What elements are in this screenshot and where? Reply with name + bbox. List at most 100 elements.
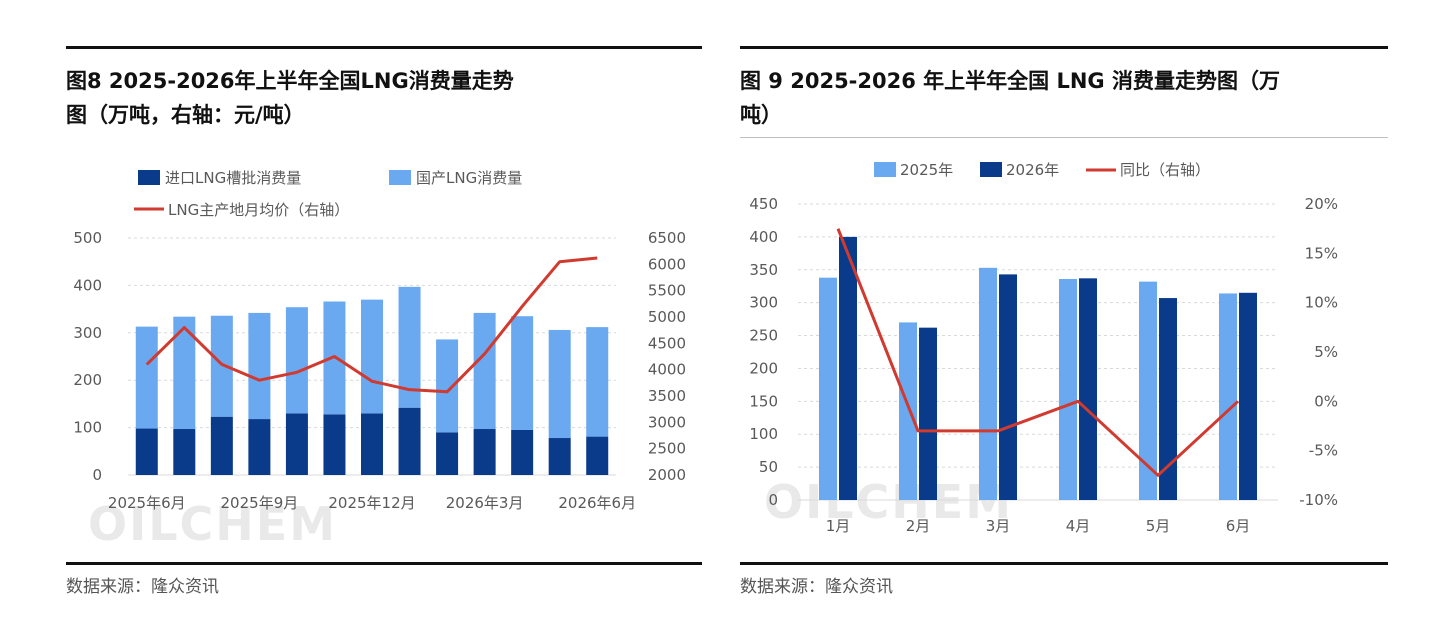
y-left-tick-label: 250: [749, 327, 778, 345]
bar-2026: [1079, 278, 1097, 500]
y-right-tick-label: 20%: [1305, 195, 1338, 213]
bar-imported: [548, 438, 571, 475]
top-rule: [66, 46, 702, 49]
chart-title: 图8 2025-2026年上半年全国LNG消费量走势 图（万吨，右轴：元/吨）: [66, 64, 514, 132]
y-left-tick-label: 400: [73, 276, 102, 294]
legend-label-yoy: 同比（右轴）: [1120, 161, 1210, 179]
bar-imported: [473, 429, 496, 475]
y-right-tick-label: -10%: [1299, 491, 1338, 509]
chart-title: 图 9 2025-2026 年上半年全国 LNG 消费量走势图（万 吨）: [740, 64, 1280, 132]
x-tick-label: 2026年3月: [446, 494, 524, 512]
y-left-tick-label: 200: [749, 359, 778, 377]
legend-swatch-domestic: [389, 170, 411, 185]
y-right-tick-label: -5%: [1309, 442, 1338, 460]
y-left-tick-label: 400: [749, 228, 778, 246]
bar-domestic: [361, 299, 383, 414]
y-right-tick-label: 6500: [648, 229, 686, 247]
bar-domestic: [436, 339, 459, 433]
y-left-tick-label: 300: [749, 294, 778, 312]
legend-label-domestic: 国产LNG消费量: [416, 169, 522, 187]
x-tick-label: 3月: [986, 517, 1011, 535]
x-tick-label: 6月: [1226, 517, 1251, 535]
y-left-tick-label: 150: [749, 392, 778, 410]
bar-imported: [586, 436, 609, 475]
y-left-tick-label: 100: [749, 425, 778, 443]
bar-2026: [1159, 298, 1177, 500]
bar-imported: [135, 428, 158, 475]
bar-2026: [1239, 292, 1257, 500]
x-tick-label: 4月: [1066, 517, 1091, 535]
bar-domestic: [548, 329, 571, 439]
x-tick-label: 2025年9月: [221, 494, 299, 512]
bar-imported: [361, 413, 383, 475]
bar-domestic: [210, 315, 233, 417]
bar-imported: [398, 407, 421, 475]
y-right-tick-label: 5000: [648, 308, 686, 326]
series-line-price: [145, 256, 598, 394]
legend-label-imported: 进口LNG槽批消费量: [165, 169, 301, 187]
chart-panel-consumption-yoy: 图 9 2025-2026 年上半年全国 LNG 消费量走势图（万 吨） OIL…: [740, 0, 1388, 624]
y-left-tick-label: 0: [768, 491, 778, 509]
bar-domestic: [285, 307, 308, 414]
series-line-yoy: [836, 228, 1240, 477]
legend-swatch-2026: [980, 162, 1002, 177]
legend-label-price: LNG主产地月均价（右轴）: [168, 201, 349, 219]
y-right-tick-label: 2000: [648, 466, 686, 484]
bottom-rule: [66, 562, 702, 565]
bar-domestic: [173, 316, 196, 430]
y-right-tick-label: 10%: [1305, 294, 1338, 312]
title-divider: [740, 137, 1388, 138]
watermark: OILCHEM: [764, 475, 1013, 529]
bar-2026: [919, 327, 937, 500]
top-rule: [740, 46, 1388, 49]
chart-panel-consumption-monthly: 图8 2025-2026年上半年全国LNG消费量走势 图（万吨，右轴：元/吨） …: [66, 0, 702, 624]
x-tick-label: 2026年6月: [558, 494, 636, 512]
stacked-bar-line-chart: OILCHEM 0 100 200 300 400 500 2000 2500 3000 3500 4…: [73, 169, 686, 551]
legend-label-2025: 2025年: [900, 161, 953, 179]
bar-imported: [323, 414, 346, 475]
chart-title-line1: 图 9 2025-2026 年上半年全国 LNG 消费量走势图（万: [740, 69, 1280, 93]
y-right-tick-label: 15%: [1305, 244, 1338, 262]
data-source: 数据来源：隆众资讯: [66, 577, 219, 597]
x-tick-label: 2025年12月: [328, 494, 415, 512]
y-right-tick-label: 6000: [648, 255, 686, 273]
data-source: 数据来源：隆众资讯: [740, 577, 893, 597]
legend-label-2026: 2026年: [1006, 161, 1059, 179]
x-tick-label: 1月: [826, 517, 851, 535]
watermark: OILCHEM: [88, 497, 337, 551]
legend-swatch-imported: [138, 170, 160, 185]
y-right-tick-label: 4500: [648, 334, 686, 352]
bar-imported: [285, 413, 308, 475]
bar-2025: [819, 277, 837, 500]
y-right-tick-label: 3500: [648, 387, 686, 405]
bar-imported: [173, 429, 196, 475]
y-left-tick-label: 500: [73, 229, 102, 247]
y-right-tick-label: 5%: [1314, 343, 1338, 361]
y-right-tick-label: 0%: [1314, 392, 1338, 410]
y-left-tick-label: 300: [73, 324, 102, 342]
bottom-rule: [740, 562, 1388, 565]
bar-2025: [899, 322, 917, 500]
y-left-tick-label: 350: [749, 261, 778, 279]
bar-2025: [979, 267, 997, 500]
bar-domestic: [248, 312, 271, 420]
y-right-tick-label: 5500: [648, 282, 686, 300]
x-tick-label: 2月: [906, 517, 931, 535]
chart-title-line2: 图（万吨，右轴：元/吨）: [66, 103, 305, 127]
bar-imported: [511, 429, 534, 475]
x-tick-label: 5月: [1146, 517, 1171, 535]
bar-2026: [999, 274, 1017, 500]
y-left-tick-label: 100: [73, 419, 102, 437]
bar-domestic: [511, 316, 534, 430]
bar-domestic: [398, 286, 421, 408]
y-left-tick-label: 50: [759, 458, 778, 476]
bar-2025: [1059, 278, 1077, 500]
y-right-tick-label: 4000: [648, 361, 686, 379]
x-tick-label: 2025年6月: [108, 494, 186, 512]
y-left-tick-label: 200: [73, 371, 102, 389]
bar-2025: [1219, 293, 1237, 500]
legend-swatch-2025: [874, 162, 896, 177]
chart-title-line1: 图8 2025-2026年上半年全国LNG消费量走势: [66, 69, 514, 93]
bar-imported: [210, 416, 233, 475]
